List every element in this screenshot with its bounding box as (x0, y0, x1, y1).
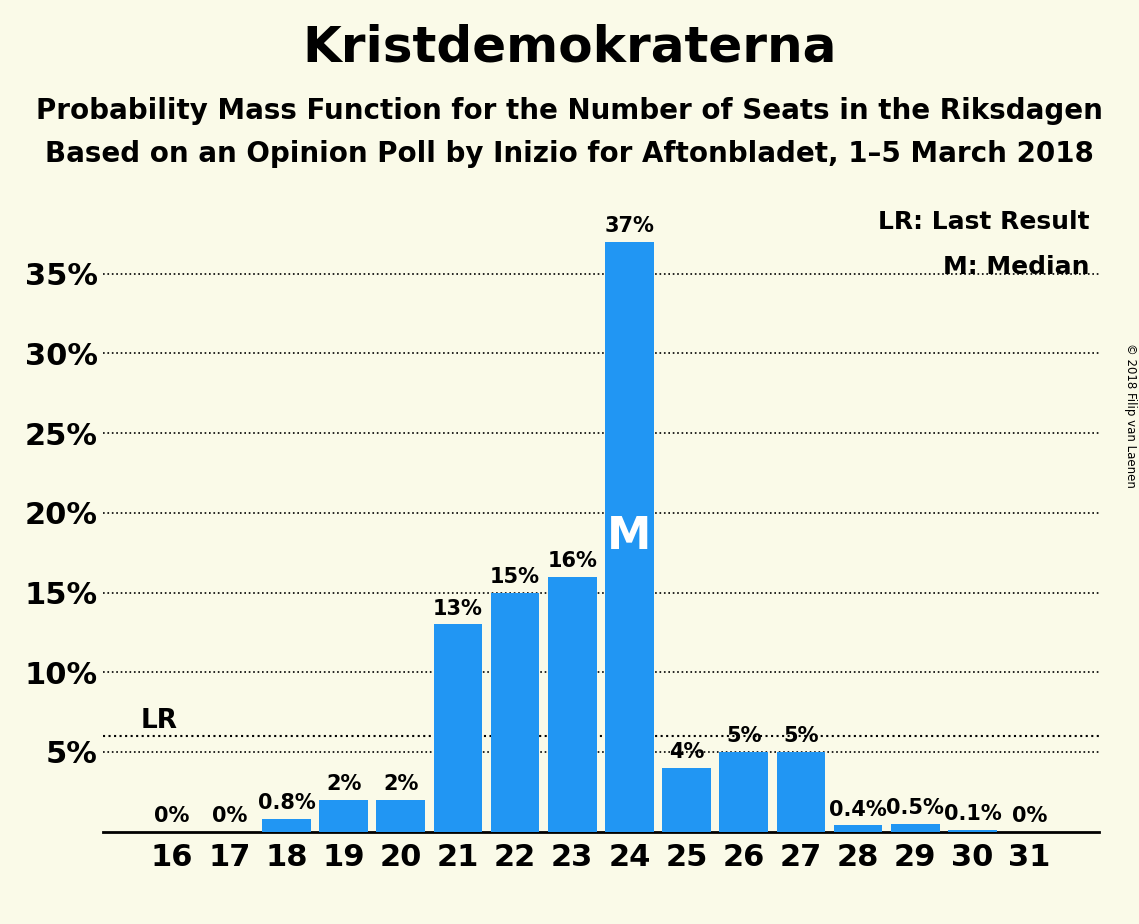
Text: M: Median: M: Median (943, 255, 1089, 279)
Text: Kristdemokraterna: Kristdemokraterna (302, 23, 837, 71)
Text: 0.8%: 0.8% (257, 794, 316, 813)
Text: Based on an Opinion Poll by Inizio for Aftonbladet, 1–5 March 2018: Based on an Opinion Poll by Inizio for A… (46, 140, 1093, 168)
Text: 0.1%: 0.1% (943, 805, 1001, 824)
Text: 5%: 5% (726, 726, 762, 747)
Text: 15%: 15% (490, 567, 540, 587)
Bar (605, 242, 654, 832)
Bar (434, 625, 482, 832)
Text: 0.5%: 0.5% (886, 798, 944, 818)
Text: 0%: 0% (212, 806, 247, 826)
Text: © 2018 Filip van Laenen: © 2018 Filip van Laenen (1124, 344, 1137, 488)
Text: 2%: 2% (383, 774, 418, 794)
Text: 0%: 0% (1011, 806, 1047, 826)
Text: 2%: 2% (326, 774, 361, 794)
Bar (891, 823, 940, 832)
Bar (319, 800, 368, 832)
Text: 37%: 37% (605, 216, 654, 237)
Text: 4%: 4% (669, 742, 704, 762)
Bar (834, 825, 883, 832)
Bar (548, 577, 597, 832)
Text: 16%: 16% (548, 551, 597, 571)
Bar (377, 800, 425, 832)
Bar (720, 752, 768, 832)
Text: 5%: 5% (784, 726, 819, 747)
Text: 0.4%: 0.4% (829, 799, 887, 820)
Text: 0%: 0% (155, 806, 190, 826)
Text: LR: LR (140, 708, 178, 734)
Text: 13%: 13% (433, 599, 483, 619)
Bar (662, 768, 711, 832)
Bar (491, 592, 540, 832)
Text: Probability Mass Function for the Number of Seats in the Riksdagen: Probability Mass Function for the Number… (36, 97, 1103, 125)
Bar (777, 752, 825, 832)
Bar (262, 819, 311, 832)
Text: LR: Last Result: LR: Last Result (877, 210, 1089, 234)
Text: M: M (607, 516, 652, 558)
Bar (948, 830, 997, 832)
